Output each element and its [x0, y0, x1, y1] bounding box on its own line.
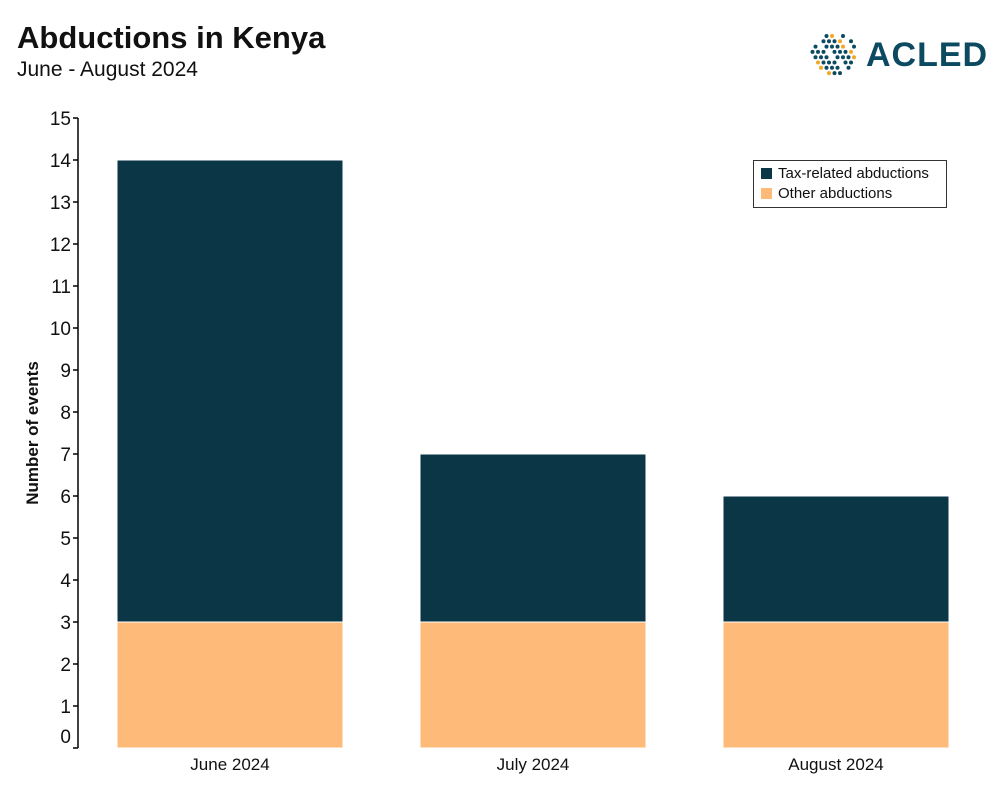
logo-dot: [849, 60, 853, 65]
logo-dot: [832, 39, 837, 44]
logo-text: ACLED: [866, 35, 989, 74]
y-tick-label: 14: [50, 151, 72, 172]
logo-dot: [846, 65, 851, 70]
y-tick-label: 0: [60, 727, 71, 748]
bar-other-abductions: [116, 621, 344, 749]
logo-dot: [819, 65, 823, 70]
logo-dot: [821, 49, 826, 54]
logo-dot: [816, 60, 820, 65]
y-tick-label: 15: [50, 109, 71, 130]
logo-dot: [846, 55, 851, 60]
logo-dot: [843, 60, 848, 65]
y-tick-label: 2: [60, 655, 71, 676]
y-tick-label: 3: [60, 613, 71, 634]
bar-tax-related-abductions: [419, 453, 647, 623]
logo-dot: [830, 34, 834, 38]
y-tick-label: 11: [51, 277, 71, 298]
legend-item-tax: Tax-related abductions: [761, 163, 946, 183]
x-tick-label: July 2024: [497, 755, 570, 774]
y-tick-label: 7: [60, 445, 71, 466]
y-tick-label: 4: [60, 571, 71, 592]
legend-swatch: [761, 167, 772, 179]
bar-tax-related-abductions: [722, 495, 950, 623]
bar-other-abductions: [722, 621, 950, 749]
y-tick-label: 12: [50, 235, 71, 256]
y-tick-label: 1: [60, 697, 71, 718]
y-tick-label: 10: [50, 319, 71, 340]
legend-swatch: [761, 187, 772, 199]
logo-dot: [821, 60, 826, 65]
y-tick-label: 9: [60, 361, 71, 382]
logo-dot: [849, 49, 853, 54]
acled-logo: ACLED: [806, 32, 988, 78]
legend: Tax-related abductions Other abductions: [753, 160, 947, 208]
logo-dot: [827, 60, 831, 65]
logo-dot: [830, 65, 834, 70]
logo-dot: [810, 49, 815, 54]
legend-item-other: Other abductions: [761, 183, 946, 203]
logo-dot: [841, 55, 845, 60]
logo-dot: [838, 39, 842, 44]
logo-dot: [819, 55, 823, 60]
logo-dot: [824, 44, 829, 49]
bar-tax-related-abductions: [116, 159, 344, 623]
y-tick-label: 8: [60, 403, 71, 424]
logo-dot: [827, 39, 831, 44]
logo-dot: [843, 49, 848, 54]
logo-dot: [813, 44, 818, 49]
logo-dot: [852, 55, 856, 60]
x-tick-label: June 2024: [190, 755, 269, 774]
logo-dot: [832, 49, 837, 54]
legend-label: Tax-related abductions: [778, 164, 929, 182]
y-axis-label: Number of events: [23, 361, 42, 505]
logo-dot: [835, 55, 840, 60]
logo-dot: [852, 44, 856, 49]
chart-subtitle: June - August 2024: [17, 58, 198, 81]
logo-dot: [816, 49, 820, 54]
bar-other-abductions: [419, 621, 647, 749]
logo-dot: [832, 60, 837, 65]
logo-dot: [824, 55, 829, 60]
chart-title: Abductions in Kenya: [17, 20, 326, 55]
logo-dot: [841, 34, 845, 38]
logo-dot: [835, 65, 840, 70]
logo-dot: [824, 34, 829, 38]
logo-dot: [841, 44, 845, 49]
logo-dot: [813, 55, 818, 60]
globe-icon: [810, 34, 856, 76]
logo-dot: [821, 39, 826, 44]
logo-dot: [835, 44, 840, 49]
x-tick-label: August 2024: [788, 755, 883, 774]
y-tick-label: 6: [60, 487, 71, 508]
y-tick-label: 13: [50, 193, 71, 214]
logo-dot: [824, 65, 829, 70]
y-tick-label: 5: [60, 529, 71, 550]
logo-dot: [830, 44, 834, 49]
legend-label: Other abductions: [778, 184, 893, 202]
logo-dot: [838, 49, 842, 54]
logo-dot: [832, 71, 837, 76]
logo-dot: [849, 39, 853, 44]
logo-dot: [827, 71, 831, 76]
logo-dot: [838, 71, 842, 76]
